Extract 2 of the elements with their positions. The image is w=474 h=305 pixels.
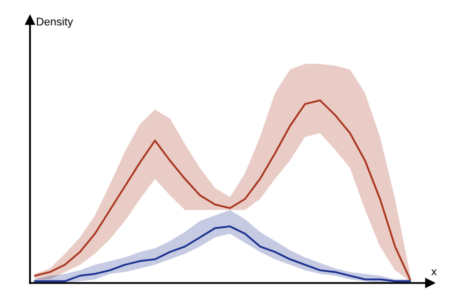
text: Density [36, 17, 74, 28]
x-axis-title: x [431, 269, 437, 276]
